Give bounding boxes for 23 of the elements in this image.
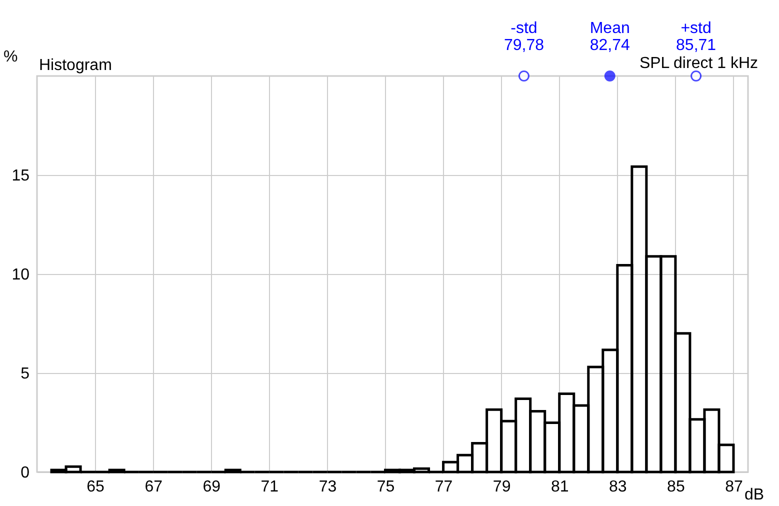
annotation: -std 79,78 bbox=[504, 20, 544, 54]
x-tick-label: 75 bbox=[376, 478, 395, 496]
annotation: Mean 82,74 bbox=[590, 20, 630, 54]
annotation: +std 85,71 bbox=[676, 20, 716, 54]
x-tick-label: 65 bbox=[86, 478, 105, 496]
x-tick-label: 67 bbox=[144, 478, 163, 496]
y-axis-title: % bbox=[4, 48, 18, 66]
x-tick-label: 69 bbox=[202, 478, 221, 496]
x-tick-label: 71 bbox=[260, 478, 279, 496]
y-tick-label: 5 bbox=[20, 366, 30, 382]
x-tick-label: 87 bbox=[725, 478, 743, 496]
y-tick-label: 10 bbox=[12, 266, 30, 284]
y-tick-label: 15 bbox=[12, 168, 30, 184]
x-axis-title: dB bbox=[744, 486, 764, 504]
x-tick-label: 81 bbox=[550, 478, 569, 496]
y-tick-label: 0 bbox=[20, 464, 30, 482]
x-tick-label: 85 bbox=[667, 478, 685, 496]
text: SPL direct 1 kHz bbox=[639, 55, 758, 72]
chart-title: Histogram bbox=[39, 57, 112, 74]
x-tick-label: 73 bbox=[318, 478, 337, 496]
x-tick-label: 77 bbox=[434, 478, 453, 496]
x-tick-label: 83 bbox=[609, 478, 627, 496]
x-tick-label: 79 bbox=[492, 478, 511, 496]
